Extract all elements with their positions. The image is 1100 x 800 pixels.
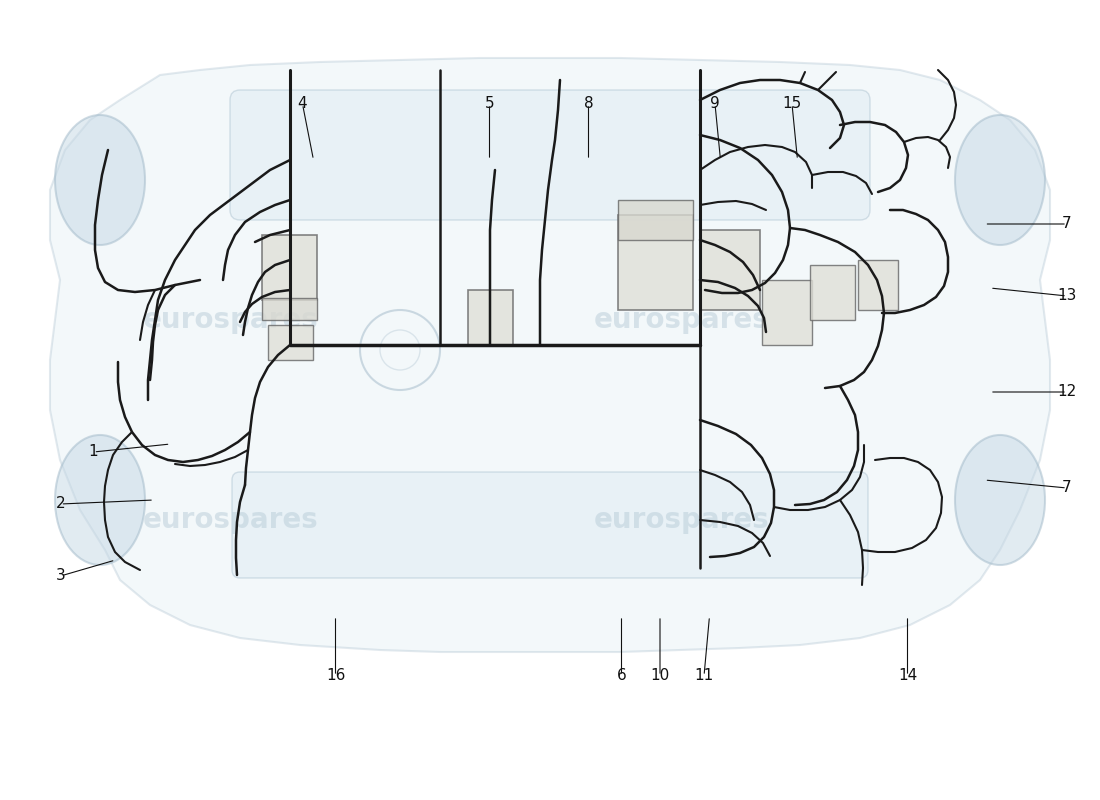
Text: 6: 6 [617, 669, 626, 683]
Bar [762, 280, 812, 345]
Text: 2: 2 [56, 497, 65, 511]
Text: 5: 5 [485, 97, 494, 111]
Text: 3: 3 [56, 569, 65, 583]
Text: 13: 13 [1057, 289, 1077, 303]
FancyBboxPatch shape [232, 472, 868, 578]
Text: 11: 11 [694, 669, 714, 683]
Text: 16: 16 [326, 669, 345, 683]
Text: 12: 12 [1057, 385, 1077, 399]
Text: 1: 1 [89, 445, 98, 459]
Ellipse shape [955, 115, 1045, 245]
Text: 8: 8 [584, 97, 593, 111]
Bar [810, 265, 855, 320]
Ellipse shape [55, 115, 145, 245]
Bar [618, 200, 693, 240]
Text: 10: 10 [650, 669, 670, 683]
PathPatch shape [50, 58, 1050, 652]
Text: eurospares: eurospares [143, 306, 319, 334]
FancyBboxPatch shape [230, 90, 870, 220]
Bar [262, 235, 317, 300]
Bar [262, 298, 317, 320]
Bar [618, 215, 693, 310]
Bar [268, 325, 313, 360]
Ellipse shape [955, 435, 1045, 565]
Text: eurospares: eurospares [594, 306, 770, 334]
Text: 7: 7 [1063, 217, 1071, 231]
Text: 15: 15 [782, 97, 802, 111]
Bar [858, 260, 898, 310]
Text: 14: 14 [898, 669, 917, 683]
Text: 7: 7 [1063, 481, 1071, 495]
Ellipse shape [55, 435, 145, 565]
Text: 4: 4 [298, 97, 307, 111]
Bar [468, 290, 513, 345]
Text: 9: 9 [711, 97, 719, 111]
Bar [700, 230, 760, 310]
Text: eurospares: eurospares [594, 506, 770, 534]
Text: eurospares: eurospares [143, 506, 319, 534]
